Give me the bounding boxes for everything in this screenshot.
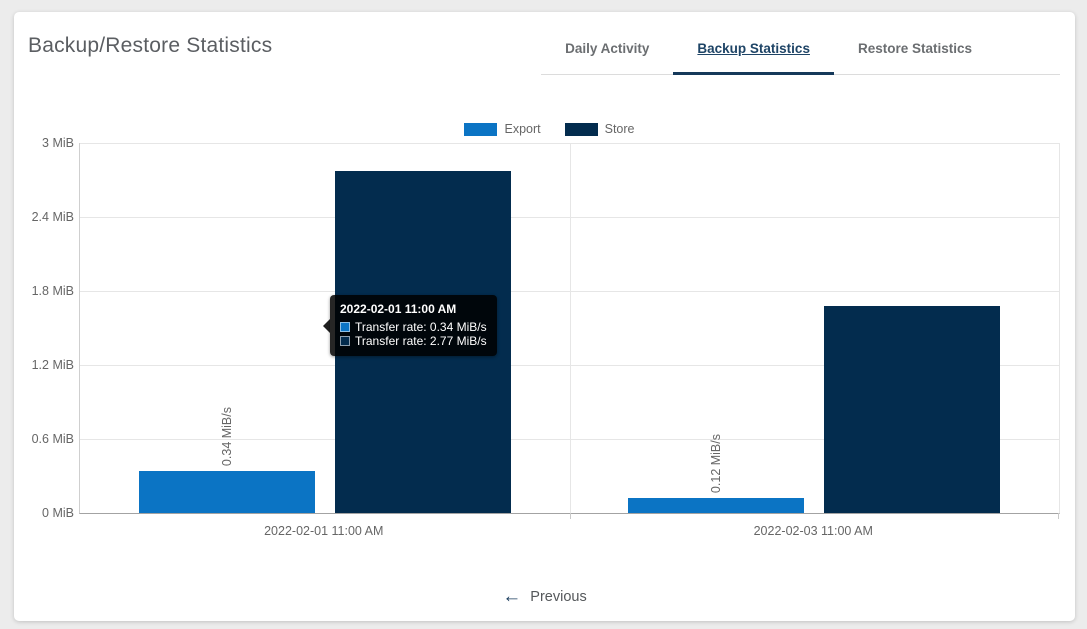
- y-tick-label: 2.4 MiB: [31, 210, 74, 224]
- previous-label: Previous: [530, 589, 587, 605]
- legend-item-store[interactable]: Store: [564, 122, 635, 136]
- bar-export-2022-02-03-11-00-am[interactable]: [628, 498, 805, 513]
- tooltip-row-label: Transfer rate: 0.34 MiB/s: [355, 320, 487, 334]
- gridline-vertical: [569, 143, 571, 513]
- x-axis-tick: [569, 513, 571, 519]
- tooltip-series-swatch: [340, 336, 350, 346]
- arrow-left-icon: ←: [502, 586, 522, 607]
- pagination-row: ← Previous: [14, 586, 1075, 608]
- y-tick-label: 0 MiB: [42, 506, 74, 520]
- tooltip-row: Transfer rate: 2.77 MiB/s: [340, 334, 487, 348]
- tooltip-row-label: Transfer rate: 2.77 MiB/s: [355, 334, 487, 348]
- tooltip-row: Transfer rate: 0.34 MiB/s: [340, 320, 487, 334]
- bar-export-2022-02-01-11-00-am[interactable]: [138, 471, 315, 513]
- tooltip-title: 2022-02-01 11:00 AM: [340, 302, 457, 316]
- tab-daily-activity[interactable]: Daily Activity: [565, 40, 650, 56]
- page-title: Backup/Restore Statistics: [28, 34, 273, 57]
- bar-value-label: 0.12 MiB/s: [709, 434, 724, 494]
- tab-backup-statistics[interactable]: Backup Statistics: [673, 12, 834, 75]
- legend-swatch-export: [464, 122, 498, 136]
- y-tick-label: 3 MiB: [42, 136, 74, 150]
- bar-value-label: 0.34 MiB/s: [219, 407, 234, 467]
- x-axis-tick: [1058, 513, 1059, 519]
- statistics-card: Backup/Restore Statistics Daily Activity…: [14, 12, 1075, 621]
- y-tick-label: 0.6 MiB: [31, 432, 74, 446]
- legend-item-export[interactable]: Export: [464, 122, 541, 136]
- x-tick-label: 2022-02-03 11:00 AM: [753, 524, 873, 538]
- legend-label: Export: [504, 122, 541, 136]
- y-tick-label: 1.2 MiB: [31, 358, 74, 372]
- tab-restore-statistics[interactable]: Restore Statistics: [857, 40, 972, 56]
- previous-button[interactable]: ← Previous: [496, 586, 592, 608]
- plot-area: 0.34 MiB/s 0.12 MiB/s: [79, 143, 1060, 519]
- chart-legend: Export Store: [79, 119, 1020, 139]
- x-tick-label: 2022-02-01 11:00 AM: [264, 524, 384, 538]
- bar-store-2022-02-03-11-00-am[interactable]: [824, 305, 1001, 513]
- y-axis-labels: 3 MiB 2.4 MiB 1.8 MiB 1.2 MiB 0.6 MiB 0 MiB: [14, 136, 74, 520]
- tooltip-arrow-icon: [323, 318, 330, 333]
- legend-label: Store: [604, 122, 635, 136]
- chart-tooltip: 2022-02-01 11:00 AM Transfer rate: 0.34 …: [323, 295, 497, 356]
- legend-swatch-store: [564, 122, 598, 136]
- y-tick-label: 1.8 MiB: [31, 284, 74, 298]
- tooltip-series-swatch: [340, 322, 350, 332]
- tab-bar: Daily Activity Backup Statistics Restore S…: [541, 12, 1060, 75]
- x-axis-labels: 2022-02-01 11:00 AM 2022-02-03 11:00 AM: [79, 524, 1060, 542]
